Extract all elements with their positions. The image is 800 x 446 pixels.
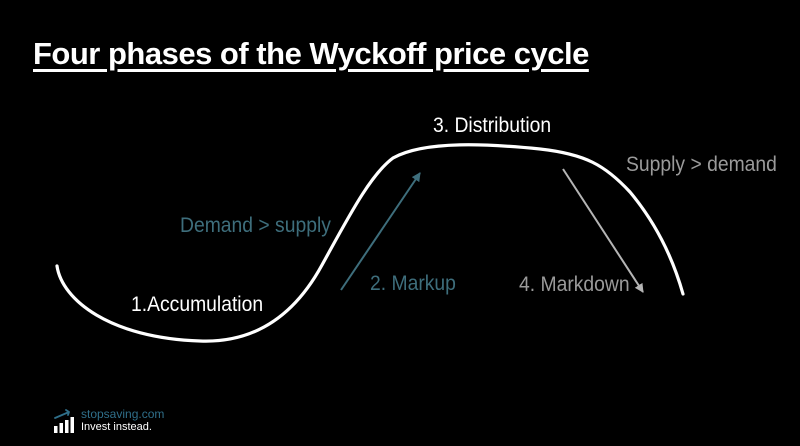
diagram-title: Four phases of the Wyckoff price cycle bbox=[33, 36, 589, 71]
phase-markdown-label: 4. Markdown bbox=[519, 273, 630, 296]
brand-logo: stopsaving.com Invest instead. bbox=[53, 408, 164, 434]
brand-name: stopsaving.com bbox=[81, 407, 165, 421]
markup-arrow bbox=[340, 172, 421, 291]
brand-tagline: Invest instead. bbox=[81, 421, 152, 433]
markdown-arrow bbox=[562, 168, 644, 293]
supply-gt-demand-label: Supply > demand bbox=[626, 153, 777, 176]
demand-gt-supply-label: Demand > supply bbox=[180, 214, 331, 237]
phase-distribution-label: 3. Distribution bbox=[433, 114, 552, 137]
price-cycle-curve bbox=[55, 143, 685, 343]
phase-markup-label: 2. Markup bbox=[370, 272, 456, 295]
phase-accumulation-label: 1.Accumulation bbox=[131, 293, 264, 316]
bar-chart-logo-icon bbox=[54, 409, 74, 433]
